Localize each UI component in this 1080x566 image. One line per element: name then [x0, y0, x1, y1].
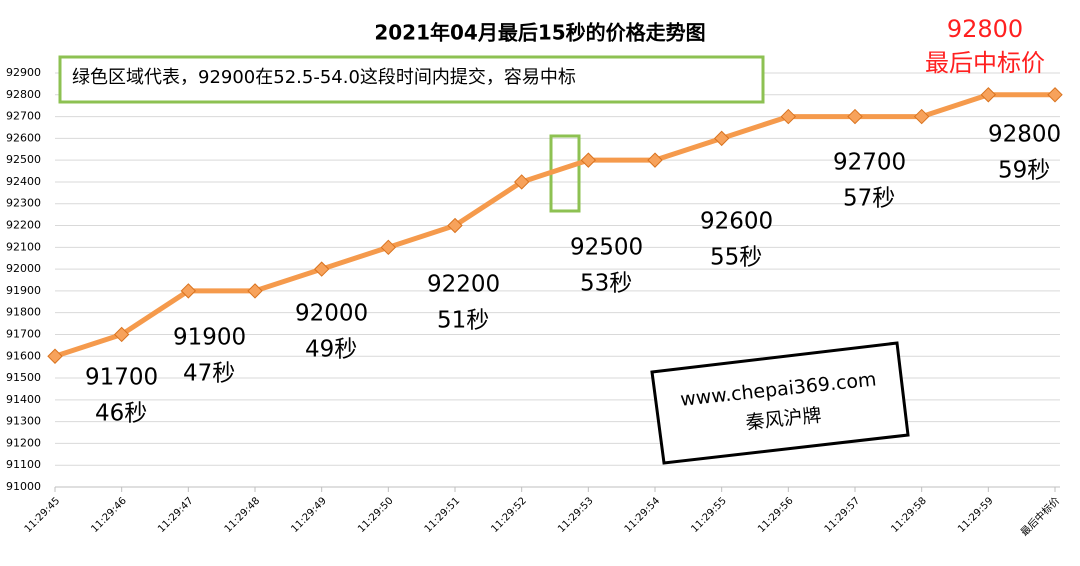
- final-value: 92800: [947, 15, 1023, 43]
- annotation: 49秒: [305, 337, 357, 363]
- annotation: 92000: [295, 301, 368, 327]
- annotation: 91900: [173, 325, 246, 351]
- y-tick-label: 92300: [6, 197, 41, 210]
- y-tick-label: 92800: [6, 88, 41, 101]
- y-tick-label: 91300: [6, 415, 41, 428]
- y-tick-label: 91400: [6, 393, 41, 406]
- annotation: 51秒: [437, 308, 489, 334]
- annotation: 46秒: [95, 401, 147, 427]
- final-caption: 最后中标价: [925, 49, 1045, 77]
- y-tick-label: 91800: [6, 306, 41, 319]
- marker: [647, 152, 663, 168]
- marker: [247, 283, 263, 299]
- marker: [313, 261, 330, 277]
- annotation: 55秒: [710, 245, 762, 271]
- marker: [580, 152, 597, 168]
- y-tick-label: 91700: [6, 327, 41, 340]
- annotation: 92200: [427, 272, 500, 298]
- y-tick-label: 91600: [6, 349, 41, 362]
- y-tick-label: 91500: [6, 371, 41, 384]
- annotation: 92700: [833, 150, 906, 176]
- y-tick-label: 92600: [6, 131, 41, 144]
- marker: [713, 130, 730, 147]
- y-tick-label: 92100: [6, 240, 41, 253]
- marker: [113, 326, 130, 343]
- annotation: 53秒: [580, 271, 632, 297]
- marker: [913, 108, 930, 125]
- y-tick-label: 92400: [6, 175, 41, 188]
- y-tick-label: 91200: [6, 436, 41, 449]
- marker: [1047, 87, 1063, 103]
- watermark-box: [650, 341, 910, 465]
- marker: [447, 217, 463, 234]
- y-tick-label: 91000: [6, 480, 41, 493]
- note-box: [58, 55, 765, 104]
- marker: [380, 239, 397, 256]
- marker: [780, 108, 797, 125]
- annotation: 59秒: [998, 158, 1050, 184]
- y-tick-label: 91900: [6, 284, 41, 297]
- note-text: 绿色区域代表，92900在52.5-54.0这段时间内提交，容易中标: [72, 67, 576, 88]
- marker: [980, 87, 997, 103]
- y-tick-label: 92500: [6, 153, 41, 166]
- y-tick-label: 92000: [6, 262, 41, 275]
- marker: [180, 283, 197, 299]
- chart-title: 2021年04月最后15秒的价格走势图: [374, 21, 705, 45]
- annotation: 91700: [85, 365, 158, 391]
- annotation: 57秒: [843, 186, 895, 212]
- annotation: 92800: [988, 122, 1061, 148]
- annotation: 92600: [700, 209, 773, 235]
- y-tick-label: 92200: [6, 219, 41, 232]
- marker: [513, 174, 530, 190]
- marker: [47, 348, 63, 364]
- annotation: 47秒: [183, 361, 235, 387]
- marker: [847, 108, 863, 125]
- y-tick-label: 92900: [6, 66, 41, 79]
- y-tick-label: 92700: [6, 110, 41, 123]
- y-tick-label: 91100: [6, 458, 41, 471]
- annotation: 92500: [570, 235, 643, 261]
- price-line: [54, 92, 1055, 359]
